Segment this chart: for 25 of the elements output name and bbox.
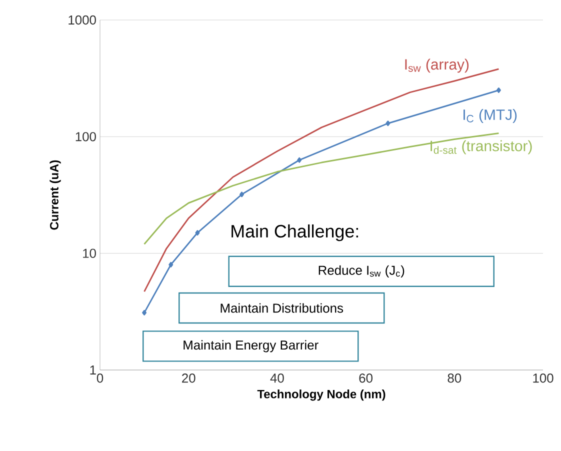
point <box>297 157 302 163</box>
point <box>168 262 174 268</box>
y-axis-title: Current (uA) <box>50 160 61 230</box>
annotation: Maintain Distributions <box>220 303 344 313</box>
series-label: I$_{C}$ (MTJ) <box>464 109 517 123</box>
x-tick-label: 100 <box>533 374 554 383</box>
x-tick-label: 80 <box>448 374 462 383</box>
y-tick-label: 100 <box>76 132 96 142</box>
annotation: Reduce I$_{sw}$ (J$_{c}$) <box>318 265 404 278</box>
series-label: I$_{sw}$ (array) <box>405 58 469 73</box>
y-tick-label: 10 <box>83 248 96 258</box>
point <box>496 87 501 93</box>
x-tick-label: 60 <box>359 374 373 383</box>
x-axis-title: Technology Node (nm) <box>257 390 386 401</box>
y-tick-label: 1 <box>90 366 96 374</box>
point <box>386 120 390 126</box>
point <box>240 192 244 198</box>
x-tick-label: 40 <box>270 374 284 383</box>
point <box>195 230 200 236</box>
x-tick-label: 20 <box>182 374 196 383</box>
y-tick-label: 1000 <box>68 15 96 25</box>
point <box>142 310 147 316</box>
annotation: Main Challenge: <box>232 224 358 242</box>
x-tick-label: 0 <box>96 374 104 383</box>
annotation: Maintain Energy Barrier <box>184 340 318 352</box>
